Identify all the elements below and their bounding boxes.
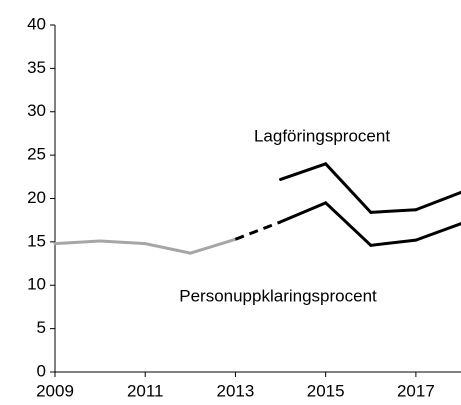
line-segment — [414, 222, 461, 242]
line-segment — [98, 239, 147, 246]
line-segment — [324, 201, 373, 247]
y-tick-label: 15 — [27, 231, 46, 250]
y-tick-label: 5 — [37, 318, 46, 337]
series-label: Lagföringsprocent — [254, 126, 390, 145]
y-tick-label: 0 — [37, 361, 46, 380]
y-tick-label: 40 — [27, 14, 46, 33]
x-tick-label: 2015 — [307, 381, 345, 400]
x-tick-label: 2011 — [127, 381, 164, 400]
line-segment — [324, 162, 373, 214]
y-tick-label: 10 — [27, 275, 46, 294]
series-label: Personuppklaringsprocent — [179, 286, 377, 305]
y-tick-label: 20 — [27, 188, 46, 207]
line-segment — [53, 239, 102, 246]
line-segment — [188, 237, 237, 255]
y-tick-label: 30 — [27, 101, 46, 120]
x-tick-label: 2017 — [397, 381, 435, 400]
line-segment — [279, 162, 328, 181]
line-segment — [369, 208, 418, 214]
line-segment — [234, 220, 282, 241]
x-tick-label: 2009 — [36, 381, 74, 400]
line-segment — [414, 190, 461, 212]
y-tick-label: 35 — [27, 58, 46, 77]
x-tick-label: 2013 — [217, 381, 255, 400]
y-tick-label: 25 — [27, 145, 46, 164]
line-segment — [279, 201, 328, 224]
line-segment — [369, 238, 418, 247]
line-segment — [143, 242, 192, 255]
